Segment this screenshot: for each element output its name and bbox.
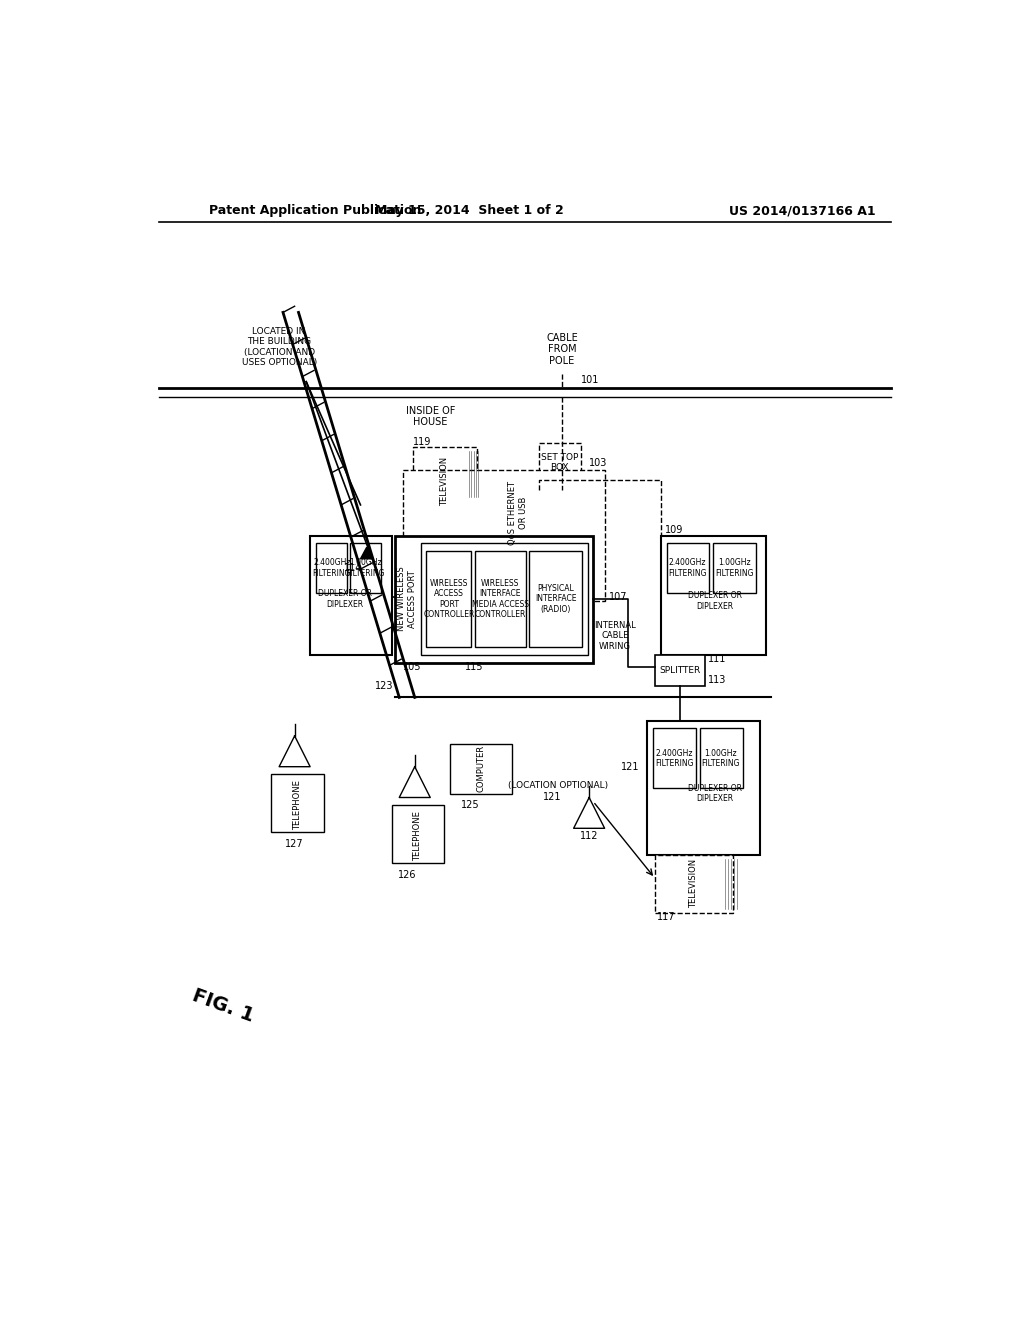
Text: 109: 109 bbox=[665, 524, 683, 535]
Text: US 2014/0137166 A1: US 2014/0137166 A1 bbox=[729, 205, 876, 218]
Text: COMPUTER: COMPUTER bbox=[476, 744, 485, 792]
Polygon shape bbox=[360, 548, 373, 558]
Text: 127: 127 bbox=[286, 838, 304, 849]
Text: 111: 111 bbox=[708, 653, 726, 664]
Bar bbox=[700, 729, 742, 788]
Text: SET TOP
BOX: SET TOP BOX bbox=[541, 453, 579, 473]
Text: SPLITTER: SPLITTER bbox=[659, 667, 700, 675]
Text: 126: 126 bbox=[397, 870, 416, 879]
Bar bbox=[395, 536, 593, 663]
Text: 125: 125 bbox=[461, 800, 480, 810]
Text: TELEVISION: TELEVISION bbox=[689, 859, 698, 908]
Text: 117: 117 bbox=[656, 912, 675, 921]
Text: 2.400GHz
FILTERING: 2.400GHz FILTERING bbox=[312, 558, 351, 578]
Text: 114: 114 bbox=[344, 564, 361, 573]
Text: DUPLEXER OR
DIPLEXER: DUPLEXER OR DIPLEXER bbox=[688, 591, 741, 611]
Text: 105: 105 bbox=[403, 661, 422, 672]
Text: 1.00GHz
FILTERING: 1.00GHz FILTERING bbox=[715, 558, 754, 578]
Bar bbox=[316, 544, 347, 594]
Text: LOCATED IN
THE BUILDING
(LOCATION AND
USES OPTIONAL): LOCATED IN THE BUILDING (LOCATION AND US… bbox=[242, 327, 316, 367]
Bar bbox=[475, 552, 525, 647]
Bar bbox=[667, 544, 710, 594]
Text: WIRELESS
INTERFACE
MEDIA ACCESS
CONTROLLER: WIRELESS INTERFACE MEDIA ACCESS CONTROLL… bbox=[471, 578, 528, 619]
Bar bbox=[310, 536, 391, 655]
Text: WIRELESS
ACCESS
PORT
CONTROLLER: WIRELESS ACCESS PORT CONTROLLER bbox=[423, 578, 474, 619]
Text: 115: 115 bbox=[465, 661, 483, 672]
Text: 123: 123 bbox=[375, 681, 393, 690]
Text: 101: 101 bbox=[582, 375, 600, 385]
Text: QoS ETHERNET
OR USB: QoS ETHERNET OR USB bbox=[508, 480, 527, 545]
Text: 113: 113 bbox=[708, 676, 726, 685]
Text: 119: 119 bbox=[414, 437, 431, 446]
Bar bbox=[539, 444, 582, 482]
Text: TELEPHONE: TELEPHONE bbox=[293, 780, 302, 830]
Text: 103: 103 bbox=[589, 458, 607, 467]
Bar bbox=[655, 655, 706, 686]
Text: TELEVISION: TELEVISION bbox=[440, 457, 450, 507]
Bar bbox=[713, 544, 756, 594]
Bar bbox=[421, 544, 588, 655]
Bar bbox=[529, 552, 583, 647]
Bar bbox=[426, 552, 471, 647]
Text: 121: 121 bbox=[543, 792, 561, 803]
Text: DUPLEXER OR
DIPLEXER: DUPLEXER OR DIPLEXER bbox=[688, 784, 741, 804]
Bar bbox=[655, 855, 732, 913]
Text: Patent Application Publication: Patent Application Publication bbox=[209, 205, 422, 218]
Bar bbox=[414, 447, 477, 499]
Text: DUPLEXER OR
DIPLEXER: DUPLEXER OR DIPLEXER bbox=[318, 589, 372, 609]
Text: 1.00GHz
FILTERING: 1.00GHz FILTERING bbox=[347, 558, 385, 578]
Text: May 15, 2014  Sheet 1 of 2: May 15, 2014 Sheet 1 of 2 bbox=[375, 205, 563, 218]
Text: 121: 121 bbox=[621, 762, 640, 772]
Text: PHYSICAL
INTERFACE
(RADIO): PHYSICAL INTERFACE (RADIO) bbox=[536, 583, 577, 614]
Text: TELEPHONE: TELEPHONE bbox=[414, 810, 422, 861]
Bar bbox=[450, 743, 512, 793]
Text: CABLE
FROM
POLE: CABLE FROM POLE bbox=[546, 333, 578, 366]
Text: 112: 112 bbox=[580, 832, 598, 841]
Text: INTERNAL
CABLE
WIRING: INTERNAL CABLE WIRING bbox=[594, 620, 636, 651]
Text: 2.400GHz
FILTERING: 2.400GHz FILTERING bbox=[655, 748, 693, 768]
Bar bbox=[403, 470, 604, 601]
Text: 2.400GHz
FILTERING: 2.400GHz FILTERING bbox=[669, 558, 707, 578]
Text: INSIDE OF
HOUSE: INSIDE OF HOUSE bbox=[406, 405, 455, 428]
Text: (LOCATION OPTIONAL): (LOCATION OPTIONAL) bbox=[508, 781, 608, 791]
Bar bbox=[271, 775, 324, 832]
Bar bbox=[647, 721, 760, 855]
Bar bbox=[662, 536, 766, 655]
Text: NEW WIRELESS
ACCESS PORT: NEW WIRELESS ACCESS PORT bbox=[397, 566, 417, 631]
Bar bbox=[653, 729, 696, 788]
Text: 1.00GHz
FILTERING: 1.00GHz FILTERING bbox=[701, 748, 740, 768]
Bar bbox=[350, 544, 381, 594]
Bar bbox=[391, 805, 444, 863]
Text: FIG. 1: FIG. 1 bbox=[190, 986, 257, 1026]
Text: 107: 107 bbox=[608, 593, 627, 602]
